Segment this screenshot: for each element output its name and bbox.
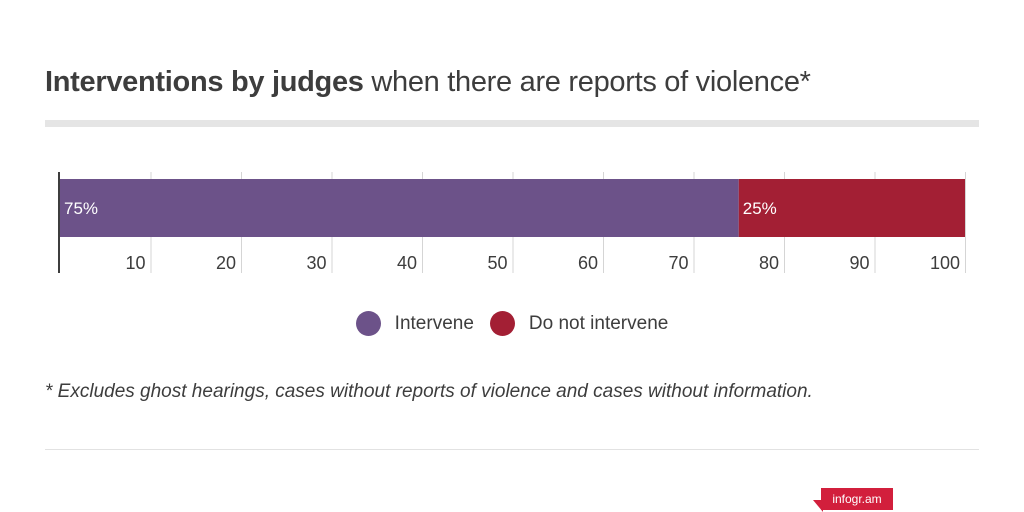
x-tick-label-100: 100	[930, 253, 960, 273]
x-tick-label-60: 60	[578, 253, 598, 273]
bar-intervene	[60, 179, 739, 237]
infogram-badge[interactable]: infogr.am	[821, 488, 893, 510]
legend-swatch-intervene	[356, 311, 381, 336]
x-tick-label-10: 10	[125, 253, 145, 273]
x-tick-label-90: 90	[849, 253, 869, 273]
footnote: * Excludes ghost hearings, cases without…	[45, 381, 813, 403]
x-tick-label-80: 80	[759, 253, 779, 273]
legend-label-intervene: Intervene	[395, 313, 474, 335]
legend: Intervene Do not intervene	[0, 311, 1024, 336]
bar-label-intervene: 75%	[64, 199, 98, 218]
x-tick-label-70: 70	[668, 253, 688, 273]
x-tick-label-20: 20	[216, 253, 236, 273]
x-tick-label-30: 30	[306, 253, 326, 273]
bottom-divider	[45, 449, 979, 450]
legend-label-do-not-intervene: Do not intervene	[529, 313, 668, 335]
legend-swatch-do-not-intervene	[490, 311, 515, 336]
legend-item-intervene[interactable]: Intervene	[356, 311, 474, 336]
legend-item-do-not-intervene[interactable]: Do not intervene	[490, 311, 668, 336]
x-tick-label-50: 50	[487, 253, 507, 273]
x-tick-label-40: 40	[397, 253, 417, 273]
bar-label-do-not-intervene: 25%	[743, 199, 777, 218]
bar-chart: 75% 25% 10 20 30 40 50 60 70 80 90 100	[0, 0, 1024, 300]
